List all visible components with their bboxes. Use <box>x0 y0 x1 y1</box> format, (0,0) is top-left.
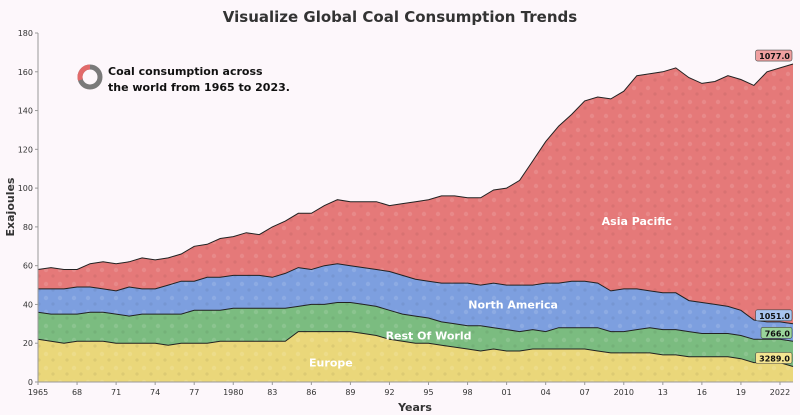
annotation: Coal consumption across the world from 1… <box>77 64 290 94</box>
x-tick-label: 19 <box>736 388 746 397</box>
region-label-rest-of-world: Rest Of World <box>386 329 472 342</box>
end-label-rest-of-world: 766.0 <box>760 326 793 339</box>
end-label-text: 766.0 <box>765 329 791 338</box>
end-label-box <box>760 326 793 339</box>
area-texture-north-america <box>38 263 793 342</box>
y-tick-label: 60 <box>23 262 33 271</box>
donut-icon-accent <box>77 64 91 81</box>
x-tick-label: 68 <box>72 388 82 397</box>
line-north-america <box>38 263 794 325</box>
annotation-line-1: Coal consumption across <box>108 65 263 78</box>
y-tick-label: 180 <box>18 29 33 38</box>
x-tick-label: 71 <box>111 388 121 397</box>
axes: 0 20 40 60 80 100 120 140 160 180 1965 68 71 74 77 1980… <box>18 29 793 397</box>
x-tick-label: 1965 <box>28 388 48 397</box>
x-tick-label: 2010 <box>614 388 634 397</box>
end-label-box <box>755 352 793 364</box>
end-label-europe: 3289.0 <box>755 352 793 364</box>
plot-area: Europe Rest Of World North America Asia Pac… <box>37 49 794 382</box>
y-tick-label: 0 <box>28 378 33 387</box>
x-tick-label: 95 <box>423 388 433 397</box>
x-tick-label: 98 <box>462 388 472 397</box>
y-tick-label: 120 <box>18 145 33 154</box>
chart-title: Visualize Global Coal Consumption Trends <box>223 8 577 26</box>
line-europe <box>37 331 794 367</box>
x-tick-label: 07 <box>580 388 590 397</box>
x-tick-label: 1980 <box>223 388 243 397</box>
x-tick-label: 74 <box>150 388 160 397</box>
x-tick-label: 83 <box>267 388 277 397</box>
area-texture-europe <box>38 331 793 382</box>
end-label-north-america: 1051.0 <box>755 309 793 322</box>
end-label-box <box>755 49 793 62</box>
end-label-text: 1051.0 <box>759 312 790 321</box>
x-tick-label: 2022 <box>770 388 790 397</box>
y-tick-label: 40 <box>23 300 33 309</box>
y-tick-label: 140 <box>18 107 33 116</box>
region-label-north-america: North America <box>468 298 558 311</box>
line-asia-pacific <box>37 63 794 270</box>
y-tick-label: 100 <box>18 184 33 193</box>
y-tick-label: 20 <box>23 339 33 348</box>
x-tick-label: 16 <box>697 388 707 397</box>
area-texture-rest-of-world <box>38 302 793 367</box>
x-tick-label: 92 <box>384 388 394 397</box>
y-tick-label: 160 <box>18 68 33 77</box>
x-tick-label: 04 <box>541 388 551 397</box>
y-axis-label: Exajoules <box>4 177 17 236</box>
annotation-line-2: the world from 1965 to 2023. <box>108 81 290 94</box>
x-tick-label: 89 <box>345 388 355 397</box>
x-tick-label: 01 <box>502 388 512 397</box>
end-label-asia-pacific: 1077.0 <box>755 49 793 62</box>
end-label-box <box>755 309 793 322</box>
x-tick-label: 86 <box>306 388 316 397</box>
end-label-text: 3289.0 <box>759 354 790 363</box>
line-rest-of-world <box>37 302 794 342</box>
x-axis-label: Years <box>397 401 432 414</box>
region-label-europe: Europe <box>309 357 353 370</box>
end-label-text: 1077.0 <box>759 52 790 61</box>
x-tick-label: 13 <box>658 388 668 397</box>
area-texture-asia-pacific <box>38 64 793 324</box>
x-tick-label: 77 <box>189 388 199 397</box>
y-tick-label: 80 <box>23 223 33 232</box>
region-label-asia-pacific: Asia Pacific <box>602 215 672 228</box>
